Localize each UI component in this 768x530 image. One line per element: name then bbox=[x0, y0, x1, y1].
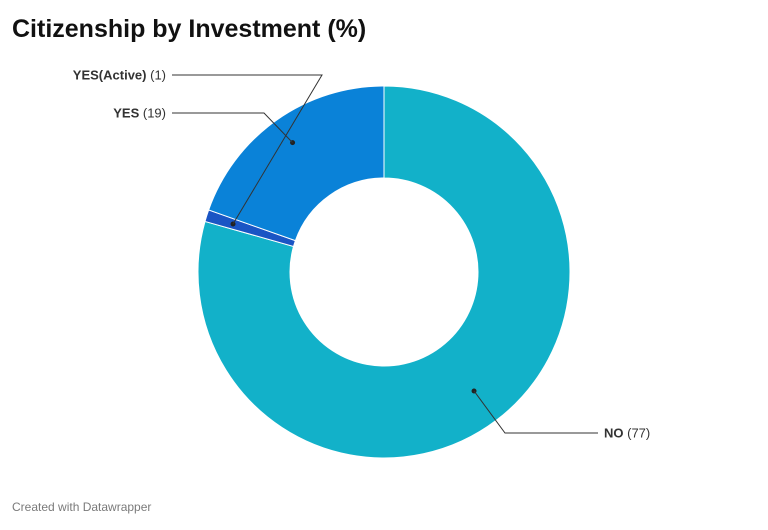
slices-layer bbox=[197, 85, 571, 459]
leader-line-no bbox=[473, 390, 598, 434]
slice-label-name: YES bbox=[113, 106, 139, 121]
slice-label-no: NO (77) bbox=[604, 426, 650, 441]
leader-line-yes-active bbox=[172, 74, 323, 225]
chart-title: Citizenship by Investment (%) bbox=[12, 15, 367, 43]
slice-label-value: (19) bbox=[139, 106, 166, 121]
slice-label-name: YES(Active) bbox=[73, 68, 147, 83]
slice-label-name: NO bbox=[604, 426, 624, 441]
footer-credit: Created with Datawrapper bbox=[12, 500, 152, 514]
slice-no bbox=[197, 85, 571, 459]
slice-label-value: (77) bbox=[624, 426, 651, 441]
leader-lines-layer bbox=[172, 74, 598, 434]
slice-label-yes: YES (19) bbox=[113, 106, 166, 121]
slice-labels-layer: NO (77) YES(Active) (1) YES (19) bbox=[73, 68, 650, 441]
leader-line-yes bbox=[172, 112, 293, 144]
slice-yes bbox=[208, 85, 385, 242]
slice-label-value: (1) bbox=[147, 68, 167, 83]
slice-label-yes-active: YES(Active) (1) bbox=[73, 68, 166, 83]
